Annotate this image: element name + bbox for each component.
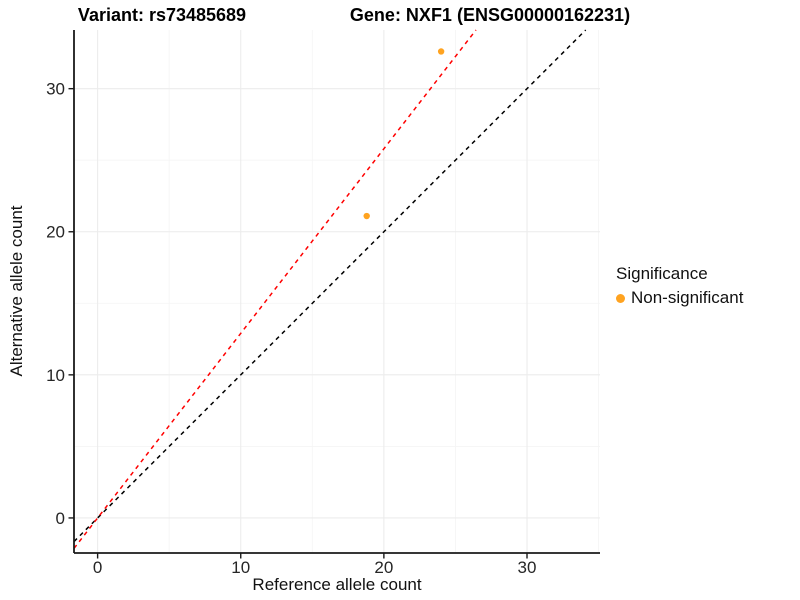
y-tick-label: 20: [46, 223, 65, 242]
legend-item-label: Non-significant: [631, 288, 744, 307]
legend: Significance Non-significant: [616, 264, 743, 308]
legend-point-icon: [616, 293, 625, 303]
identity-line: [73, 29, 587, 543]
x-tick-label: 30: [518, 558, 537, 577]
plot-panel: [74, 30, 600, 553]
x-tick-label: 20: [374, 558, 393, 577]
y-tick-label: 10: [46, 366, 65, 385]
fit-line: [73, 29, 477, 549]
x-tick-label: 0: [93, 558, 102, 577]
variant-title: Variant: rs73485689: [77, 5, 247, 25]
y-axis-title: Alternative allele count: [7, 205, 26, 377]
data-point: [363, 212, 370, 220]
x-tick-label: 10: [231, 558, 250, 577]
legend-item: Non-significant: [616, 288, 743, 308]
y-tick-label: 0: [56, 509, 65, 528]
x-axis-title: Reference allele count: [252, 575, 422, 594]
y-tick-label: 30: [46, 80, 65, 99]
data-point: [437, 48, 445, 55]
legend-title: Significance: [616, 264, 708, 283]
gene-title: Gene: NXF1 (ENSG00000162231): [349, 5, 631, 25]
